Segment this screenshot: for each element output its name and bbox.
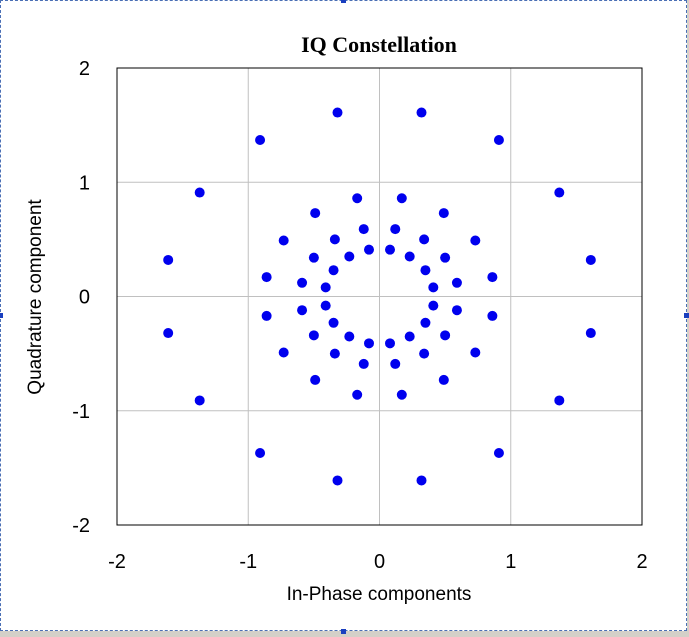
- data-point: [585, 328, 596, 339]
- data-point: [332, 107, 343, 118]
- data-point: [352, 193, 363, 204]
- y-tick-labels: 2 1 0 -1 -2: [72, 58, 90, 537]
- data-point: [404, 331, 415, 342]
- data-point: [308, 252, 319, 263]
- plot-area-border: [116, 67, 643, 526]
- y-tick-label: 0: [79, 287, 90, 309]
- data-point: [385, 244, 395, 255]
- data-point: [440, 330, 451, 341]
- data-point: [358, 224, 369, 235]
- data-point: [440, 252, 451, 263]
- data-point: [419, 348, 430, 359]
- data-point: [344, 251, 355, 262]
- data-point: [420, 265, 431, 276]
- data-point: [420, 317, 431, 328]
- data-point: [297, 305, 308, 316]
- data-point: [278, 347, 289, 358]
- data-point: [404, 251, 415, 262]
- data-point: [451, 277, 462, 288]
- data-point: [585, 254, 596, 265]
- data-point: [310, 374, 321, 385]
- data-point: [332, 475, 343, 486]
- data-point: [255, 134, 266, 145]
- data-point: [329, 234, 340, 245]
- data-point: [396, 389, 407, 400]
- data-point: [419, 234, 430, 245]
- x-tick-labels: -2 -1 0 1 2: [108, 551, 647, 573]
- data-point: [416, 475, 427, 486]
- resize-handle-left[interactable]: [0, 313, 3, 318]
- x-axis-label: In-Phase components: [287, 584, 472, 605]
- data-point: [470, 235, 481, 246]
- data-point: [329, 348, 340, 359]
- y-tick-label: -2: [72, 515, 90, 537]
- y-axis-label: Quadrature component: [25, 199, 46, 395]
- resize-handle-right[interactable]: [684, 313, 689, 318]
- data-point: [390, 224, 401, 235]
- x-tick-label: 1: [505, 551, 516, 573]
- data-point: [487, 272, 498, 283]
- data-point: [428, 282, 439, 293]
- window-bottom-edge: [0, 631, 689, 637]
- data-point: [428, 300, 439, 311]
- resize-handle-top[interactable]: [341, 0, 346, 3]
- data-point: [194, 395, 205, 406]
- data-point: [163, 254, 174, 265]
- data-point: [328, 265, 339, 276]
- data-points: [163, 107, 596, 486]
- data-point: [358, 358, 369, 369]
- data-point: [470, 347, 481, 358]
- data-point: [261, 272, 272, 283]
- data-point: [310, 208, 321, 219]
- data-point: [320, 300, 331, 311]
- resize-handle-bottom[interactable]: [341, 629, 346, 634]
- data-point: [396, 193, 407, 204]
- data-point: [438, 374, 449, 385]
- y-tick-label: 2: [79, 58, 90, 80]
- data-point: [352, 389, 363, 400]
- data-point: [554, 395, 565, 406]
- data-point: [364, 338, 374, 349]
- data-point: [328, 317, 339, 328]
- data-point: [261, 310, 272, 321]
- data-point: [493, 448, 504, 459]
- data-point: [364, 244, 374, 255]
- y-tick-label: 1: [79, 172, 90, 194]
- data-point: [255, 448, 266, 459]
- x-tick-label: -1: [239, 551, 257, 573]
- data-point: [320, 282, 331, 293]
- chart-title: IQ Constellation: [301, 32, 457, 57]
- data-point: [385, 338, 395, 349]
- x-tick-label: -2: [108, 551, 126, 573]
- y-tick-label: -1: [72, 401, 90, 423]
- data-point: [344, 331, 355, 342]
- data-point: [163, 328, 174, 339]
- grid-lines: [117, 68, 642, 525]
- data-point: [493, 134, 504, 145]
- data-point: [438, 208, 449, 219]
- x-tick-label: 2: [636, 551, 647, 573]
- data-point: [390, 358, 401, 369]
- data-point: [554, 187, 565, 198]
- data-point: [278, 235, 289, 246]
- data-point: [416, 107, 427, 118]
- data-point: [487, 310, 498, 321]
- data-point: [194, 187, 205, 198]
- x-tick-label: 0: [374, 551, 385, 573]
- data-point: [451, 305, 462, 316]
- data-point: [297, 277, 308, 288]
- data-point: [308, 330, 319, 341]
